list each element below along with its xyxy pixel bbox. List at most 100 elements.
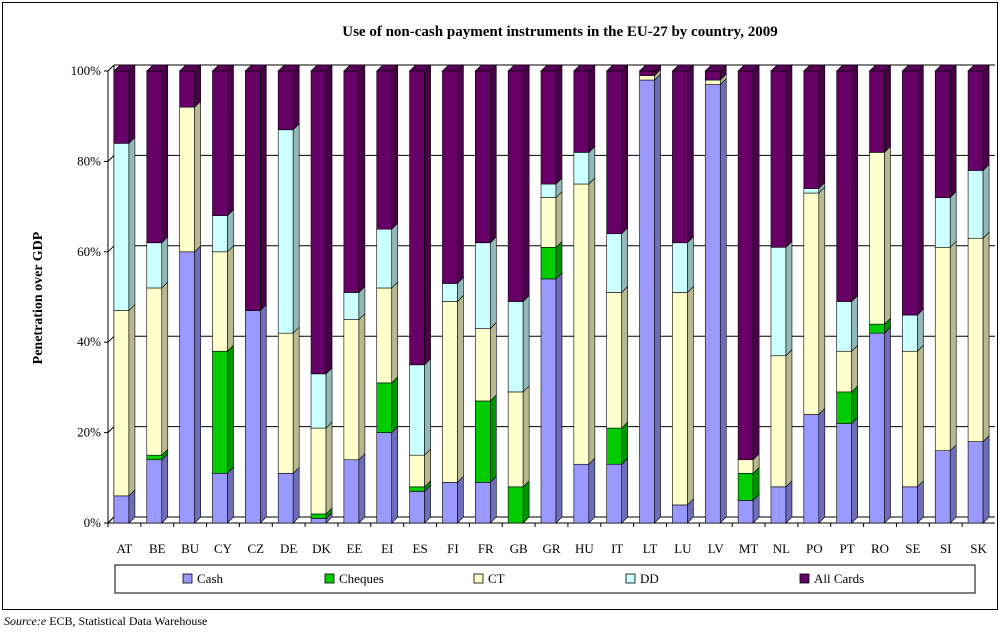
bar-front [310,518,327,524]
bar-segment [376,64,399,230]
bar-stack-es [408,64,432,524]
bar-side [588,145,596,185]
bar-side [391,64,399,230]
x-tick-labels: AT BE BU CY CZ DE DK EE EI ES FI FR GB GR HU IT LT LU LV MT… [116,541,987,556]
bar-side [555,64,563,185]
bar-stack-sk [967,64,990,524]
bar-side [128,303,136,497]
bar-stack-lv [704,64,727,524]
legend-item-ct: CT [473,571,505,586]
bar-side [128,64,136,145]
bar-side [917,64,924,316]
bar-side [654,73,661,524]
bar-front [146,242,163,289]
bar-segment [803,186,826,416]
bar-top [770,64,793,72]
bar-front [836,423,852,524]
bar-side [555,190,563,249]
bar-segment [113,489,136,524]
bar-front [606,292,623,429]
bar-side [194,245,201,524]
bar-side [949,64,957,199]
x-tick-label-lu: LU [674,541,692,556]
bar-segment [179,100,201,253]
bar-segment [770,64,793,249]
bar-segment [540,272,563,524]
legend-swatch [799,573,810,584]
bar-side [621,64,629,235]
bar-side [227,245,234,352]
bar-side [818,186,826,416]
bar-segment [376,222,399,289]
x-tick-label-de: DE [280,541,297,556]
bar-side [588,177,596,465]
bar-side [621,421,629,465]
bar-segment [474,236,497,330]
gridline-wall [107,155,115,162]
bar-top [901,64,925,72]
bar-front [474,328,491,402]
bar-segment [245,64,267,312]
bar-front [277,472,294,524]
bar-side [851,344,858,393]
bar-segment [474,64,497,244]
bar-front [409,491,425,524]
bar-front [343,319,360,461]
bar-front [902,314,918,352]
bar-segment [869,317,891,334]
bar-stack-mt [737,64,760,524]
bar-side [621,226,629,294]
bar-segment [606,285,629,429]
bar-front [376,432,393,524]
bar-segment [967,434,990,524]
legend-item-all-cards: All Cards [799,571,864,586]
bar-side [588,457,596,524]
bar-segment [277,326,300,475]
bar-front [507,391,524,488]
bar-segment [146,64,169,244]
bar-top [605,64,629,72]
bar-front [310,513,327,519]
chart-title: Use of non-cash payment instruments in t… [342,24,777,40]
bar-side [785,64,793,249]
bar-side [917,308,924,352]
bar-front [507,70,524,302]
x-tick-label-lv: LV [708,541,725,556]
x-tick-label-dk: DK [312,541,331,556]
bar-stack-ro [868,64,892,524]
bar-side [457,475,464,524]
bar-side [325,367,333,429]
bar-front [869,152,885,325]
bar-side [358,64,366,294]
x-tick-label-cz: CZ [248,541,265,556]
floor-edge [107,516,115,524]
chart-frame [2,2,998,610]
bar-side [391,376,399,434]
bar-segment [934,64,957,199]
bar-top [868,64,892,72]
bar-top [441,64,465,72]
bar-front [934,70,951,198]
bar-segment [442,294,464,484]
bar-segment [639,73,661,524]
legend-item-cash: Cash [182,571,224,586]
source-label: Source:e [4,614,47,628]
bar-front [573,152,590,185]
bar-front [376,382,393,433]
bar-segment [310,64,333,375]
bar-top [507,64,530,72]
bar-side [292,123,300,334]
bar-front [474,242,491,329]
bar-top [310,64,333,72]
bar-segment [409,484,431,524]
bar-side [227,344,234,475]
bar-stack-ei [376,64,399,524]
bar-front [540,197,557,248]
bar-segment [967,64,990,172]
bar-segment [540,64,563,185]
bar-front [146,70,163,244]
bar-side [128,136,136,312]
bar-front [573,463,590,524]
bar-stack-hu [573,64,596,524]
bar-segment [113,303,136,497]
